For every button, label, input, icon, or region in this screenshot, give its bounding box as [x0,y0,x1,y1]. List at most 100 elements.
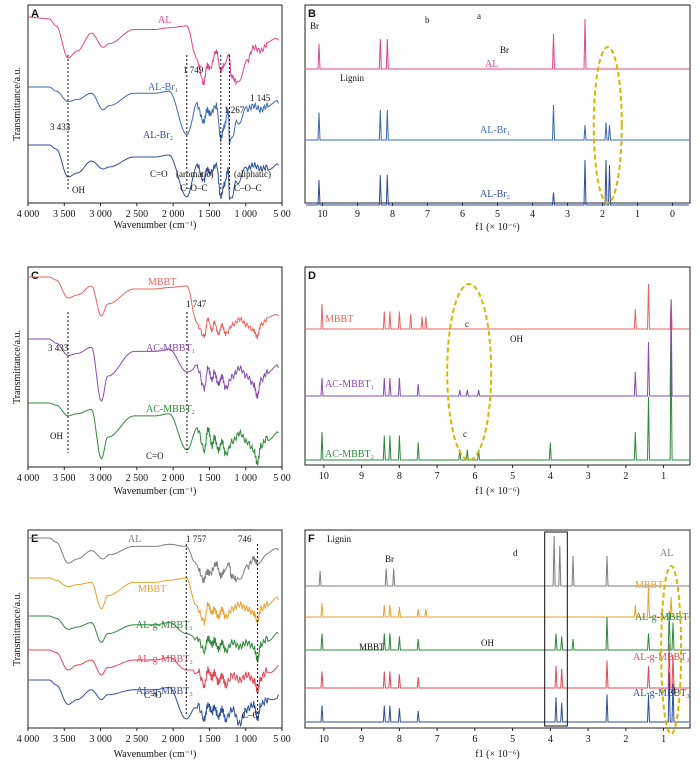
x-tick-label: 1 500 [198,473,221,484]
annotation: 746 [238,534,252,544]
panel-D: D 10 9 8 7 6 5 4 3 2 1 f1 (× 10⁻⁶) MBBT AC-MBBT₁ AC-MB… [304,266,691,497]
annotation: C–C [242,710,259,720]
series-line-0 [306,535,689,587]
plot-frame [304,4,691,204]
x-tick-label: 7 [435,734,440,745]
x-tick-label: 2 500 [126,209,149,220]
series-label: AL [128,534,141,545]
x-tick-label: 3 000 [89,473,112,484]
series-label: AL [660,548,673,559]
panel-letter: D [308,270,316,282]
series-line-1 [306,299,689,397]
x-tick-label: 9 [359,471,364,482]
series-line-0 [306,283,689,330]
plot-frame [304,266,691,466]
panel-B: B10 9 8 7 6 5 4 3 2 1 0f1 (× 10⁻⁶)ALAL-Br₁AL-Br₂ab… [304,4,691,233]
x-tick-label: 7 [425,209,430,220]
series-label: AL-g-MBBT₁ [136,620,193,631]
x-axis-label: Wavenumber (cm⁻¹) [114,220,197,231]
annotation: (aromatic) [176,169,213,179]
annotation: (aliphatic) [234,169,271,179]
x-tick-label: 2 000 [162,473,185,484]
series-label: AL [485,59,498,70]
series-label: AC-MBBT₁ [146,343,195,354]
series-line-4 [28,679,279,727]
x-tick-label: 4 000 [17,473,40,484]
annotation: C–O–C [234,183,262,193]
series-line-2 [28,402,279,466]
series-label: AL-Br₁ [480,125,510,136]
x-tick-label: 6 [460,209,465,220]
x-tick-label: 5 [495,209,500,220]
x-tick-label: 3 000 [89,209,112,220]
annotation: Br [310,21,319,31]
x-tick-label: 6 [472,734,477,745]
series-line-0 [306,18,689,70]
x-tick-label: 0 [670,209,675,220]
series-line-3 [28,649,279,694]
x-axis-label: f1 (× 10⁻⁶) [475,222,519,233]
y-axis-label: Transmittance/a.u. [12,67,23,141]
x-tick-label: 1 [635,209,640,220]
series-label: AL-Br₂ [143,130,173,141]
annotation: c [463,429,467,439]
x-tick-label: 10 [319,734,329,745]
x-tick-label: 3 500 [53,209,76,220]
x-tick-label: 4 [530,209,535,220]
x-tick-label: 2 [600,209,605,220]
panel-letter: E [31,533,38,545]
series-line-0 [28,276,279,340]
series-line-2 [28,615,279,663]
x-tick-label: 5 00 [273,734,291,745]
annotation: C=O [144,690,162,700]
annotation: Br [385,554,394,564]
plot-frame [27,4,283,204]
x-tick-label: 4 000 [17,209,40,220]
plot-frame [27,529,283,729]
x-tick-label: 5 [510,734,515,745]
x-tick-label: 1 [661,734,666,745]
x-tick-label: 2 [623,734,628,745]
annotation: OH [481,638,494,648]
series-line-0 [27,16,279,86]
x-tick-label: 3 [586,471,591,482]
annotation: Lignin [340,73,364,83]
annotation: C=O [146,451,164,461]
series-label: AL-g-MBBT₂ [136,654,193,665]
annotation: d [671,686,676,696]
plot-frame [27,266,283,468]
panel-letter: A [31,8,39,20]
annotation: 1 757 [186,534,207,544]
x-tick-label: 1 500 [198,734,221,745]
series-label: AL-Br₂ [480,189,510,200]
x-tick-label: 1 000 [234,734,257,745]
series-label: AL-g-MBBT₃ [633,688,690,699]
series-line-1 [28,338,279,402]
series-label: AL-Br₁ [148,82,178,93]
x-tick-label: 3 500 [53,473,76,484]
x-tick-label: 1 500 [198,209,221,220]
annotation: MBBT [359,642,385,652]
x-tick-label: 4 [548,734,553,745]
series-line-3 [306,643,689,689]
series-label: AL-g-MBBT₁ [635,612,692,623]
y-axis-label: Transmittance/a.u. [12,592,23,666]
x-tick-label: 10 [319,471,329,482]
x-tick-label: 5 00 [273,209,291,220]
annotation: b [425,15,430,25]
annotation: c [465,319,469,329]
panel-C: C 4 000 3 500 3 000 2 500 2 000 1 500 1 000 5 00… [12,266,291,497]
x-tick-label: 3 [586,734,591,745]
x-tick-label: 5 [510,471,515,482]
y-axis-label: Transmittance/a.u. [12,330,23,404]
x-tick-label: 6 [472,471,477,482]
series-label: MBBT [325,314,353,325]
annotation: C–O–C [180,183,208,193]
panel-letter: B [308,8,316,20]
annotation: a [477,11,481,21]
panel-E: E 4 000 3 500 3 000 2 500 2 000 1 500 1 000 5 00… [12,529,291,760]
series-line-2 [306,159,689,206]
x-tick-label: 2 500 [126,473,149,484]
x-axis-label: f1 (× 10⁻⁶) [475,749,519,760]
